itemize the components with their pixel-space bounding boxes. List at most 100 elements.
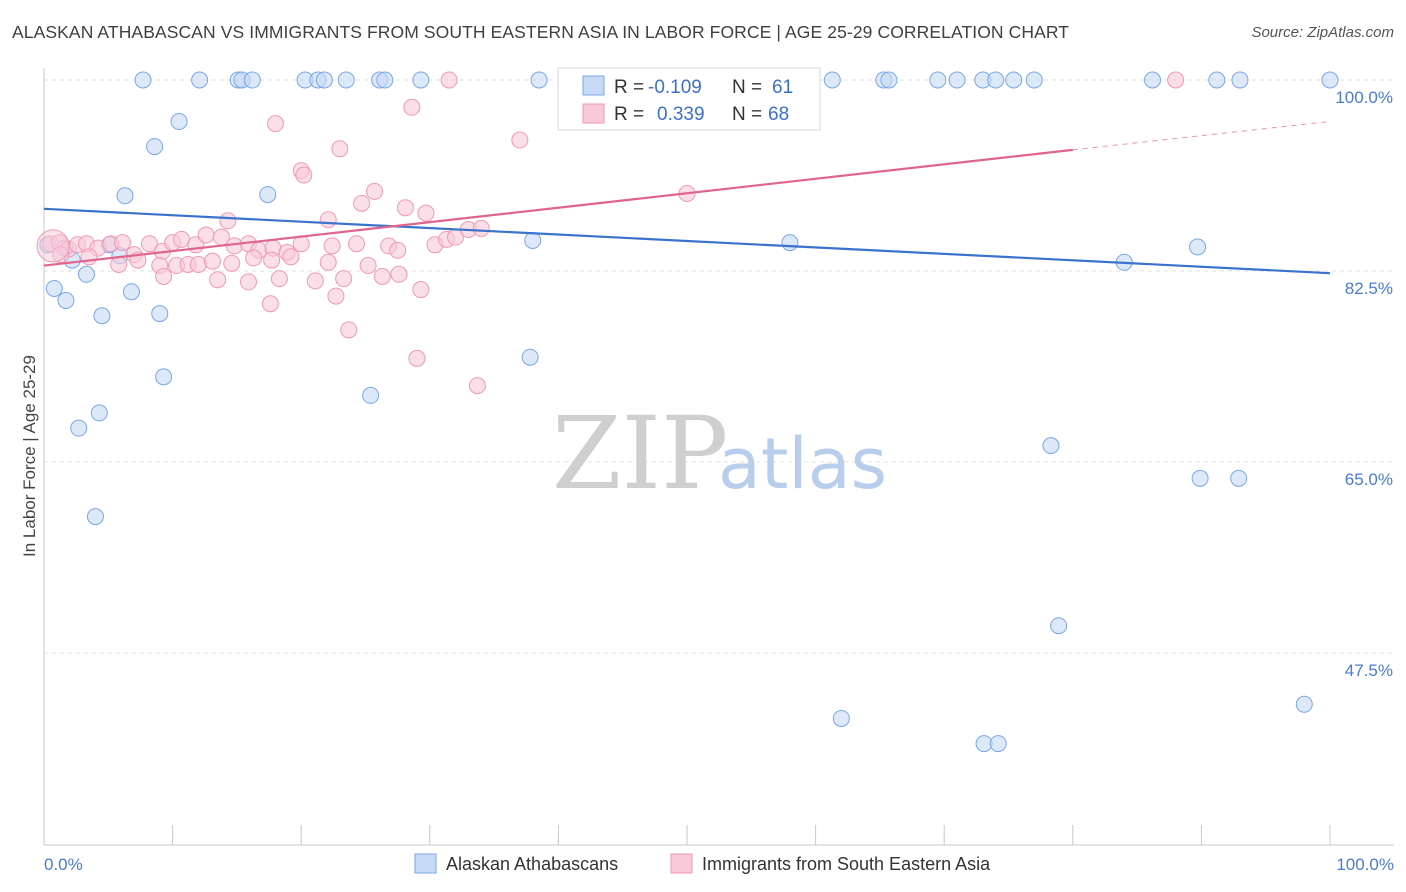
legend-r-label-2: R = — [614, 104, 644, 125]
sea-immigrant-point-65 — [417, 204, 435, 222]
athabascan-point-34 — [77, 265, 95, 283]
athabascan-point-48 — [781, 234, 799, 252]
sea-immigrant-point-55 — [261, 295, 279, 313]
athabascan-point-46 — [521, 348, 539, 366]
chart-source[interactable]: Source: ZipAtlas.com — [1251, 24, 1394, 41]
sea-immigrant-point-57 — [340, 321, 358, 339]
sea-immigrant-point-45 — [359, 257, 377, 275]
legend-swatch-blue — [582, 75, 605, 96]
athabascan-point-53 — [1191, 469, 1209, 487]
athabascan-point-51 — [86, 508, 104, 526]
athabascan-point-24 — [1208, 71, 1226, 89]
series-legend-swatch-pink[interactable] — [670, 853, 693, 874]
athabascan-point-43 — [90, 404, 108, 422]
athabascan-point-49 — [1189, 238, 1207, 256]
sea-immigrant-point-73 — [1167, 71, 1185, 89]
athabascan-point-39 — [122, 283, 140, 301]
athabascan-point-0 — [134, 71, 152, 89]
athabascan-point-18 — [948, 71, 966, 89]
athabascan-point-54 — [1230, 469, 1248, 487]
sea-immigrant-point-70 — [403, 98, 421, 116]
series-legend-label-blue[interactable]: Alaskan Athabascans — [446, 854, 618, 874]
athabascan-point-28 — [146, 138, 164, 156]
sea-immigrant-point-42 — [263, 251, 281, 269]
athabascan-point-58 — [989, 735, 1007, 753]
athabascan-point-40 — [93, 307, 111, 325]
sea-immigrant-point-30 — [472, 219, 490, 237]
sea-immigrant-point-51 — [306, 272, 324, 290]
athabascan-point-17 — [929, 71, 947, 89]
sea-immigrant-point-48 — [209, 271, 227, 289]
sea-immigrant-cluster-point — [36, 229, 70, 263]
athabascan-point-59 — [1295, 695, 1313, 713]
sea-immigrant-point-53 — [373, 267, 391, 285]
sea-immigrant-point-74 — [440, 71, 458, 89]
y-tick-labels: 100.0% 82.5% 65.0% 47.5% — [1335, 88, 1393, 680]
athabascan-point-16 — [880, 71, 898, 89]
sea-immigrant-point-46 — [390, 265, 408, 283]
athabascan-point-23 — [1144, 71, 1162, 89]
series-legend-swatch-blue[interactable] — [414, 853, 437, 874]
athabascan-point-41 — [151, 305, 169, 323]
athabascan-point-38 — [57, 291, 75, 309]
sea-immigrant-point-49 — [239, 273, 257, 291]
athabascan-point-55 — [1050, 617, 1068, 635]
sea-immigrant-point-40 — [223, 254, 241, 272]
athabascan-point-11 — [412, 71, 430, 89]
y-tick-label-0: 100.0% — [1335, 88, 1393, 107]
sea-immigrant-point-23 — [347, 235, 365, 253]
sea-immigrant-point-69 — [266, 115, 284, 133]
athabascan-point-45 — [362, 386, 380, 404]
sea-immigrant-point-71 — [511, 131, 529, 149]
sea-immigrant-point-52 — [335, 270, 353, 288]
athabascan-point-7 — [315, 71, 333, 89]
athabascan-point-30 — [259, 186, 277, 204]
athabascan-point-4 — [243, 71, 261, 89]
sea-immigrant-point-59 — [468, 377, 486, 395]
chart-title: ALASKAN ATHABASCAN VS IMMIGRANTS FROM SO… — [12, 22, 1070, 42]
athabascan-point-1 — [191, 71, 209, 89]
sea-immigrant-point-61 — [319, 211, 337, 229]
watermark-zip: ZIP — [552, 395, 728, 512]
sea-immigrant-point-39 — [203, 252, 221, 270]
sea-immigrant-point-56 — [412, 281, 430, 299]
sea-immigrant-point-32 — [80, 248, 98, 266]
sea-immigrant-point-60 — [219, 212, 237, 230]
athabascan-point-44 — [70, 419, 88, 437]
athabascan-point-57 — [975, 735, 993, 753]
legend-swatch-pink — [582, 103, 605, 124]
y-tick-label-2: 65.0% — [1345, 470, 1393, 489]
legend-n-label-2: N = — [732, 104, 762, 125]
legend-r-value-1: -0.109 — [648, 77, 702, 98]
sea-immigrant-point-62 — [353, 194, 371, 212]
athabascan-point-20 — [987, 71, 1005, 89]
athabascan-point-22 — [1025, 71, 1043, 89]
sea-immigrant-point-50 — [270, 270, 288, 288]
sea-immigrant-point-54 — [327, 287, 345, 305]
sea-immigrant-point-38 — [189, 255, 207, 273]
sea-immigrant-point-7 — [113, 234, 131, 252]
sea-immigrant-point-41 — [245, 249, 263, 267]
x-axis-ticks — [172, 825, 1331, 845]
sea-immigrant-point-68 — [331, 140, 349, 158]
series-legend: Alaskan Athabascans Immigrants from Sout… — [414, 853, 991, 874]
legend-n-value-2: 68 — [768, 104, 789, 125]
gridlines — [44, 79, 1394, 654]
sea-immigrant-trend-extension — [1072, 120, 1331, 151]
athabascan-point-37 — [45, 279, 63, 297]
athabascan-trend-line — [43, 207, 1331, 275]
athabascan-point-25 — [1231, 71, 1249, 89]
series-legend-label-pink[interactable]: Immigrants from South Eastern Asia — [702, 854, 991, 874]
sea-immigrant-point-25 — [389, 241, 407, 259]
sea-immigrant-point-47 — [155, 267, 173, 285]
data-points — [36, 71, 1339, 753]
athabascan-point-52 — [1042, 437, 1060, 455]
sea-immigrant-point-63 — [366, 182, 384, 200]
sea-immigrant-trend-line — [43, 148, 1073, 267]
sea-immigrant-point-12 — [173, 230, 191, 248]
sea-immigrant-point-58 — [408, 349, 426, 367]
athabascan-point-10 — [376, 71, 394, 89]
legend-n-label-1: N = — [732, 77, 762, 98]
y-tick-label-1: 82.5% — [1345, 279, 1393, 298]
